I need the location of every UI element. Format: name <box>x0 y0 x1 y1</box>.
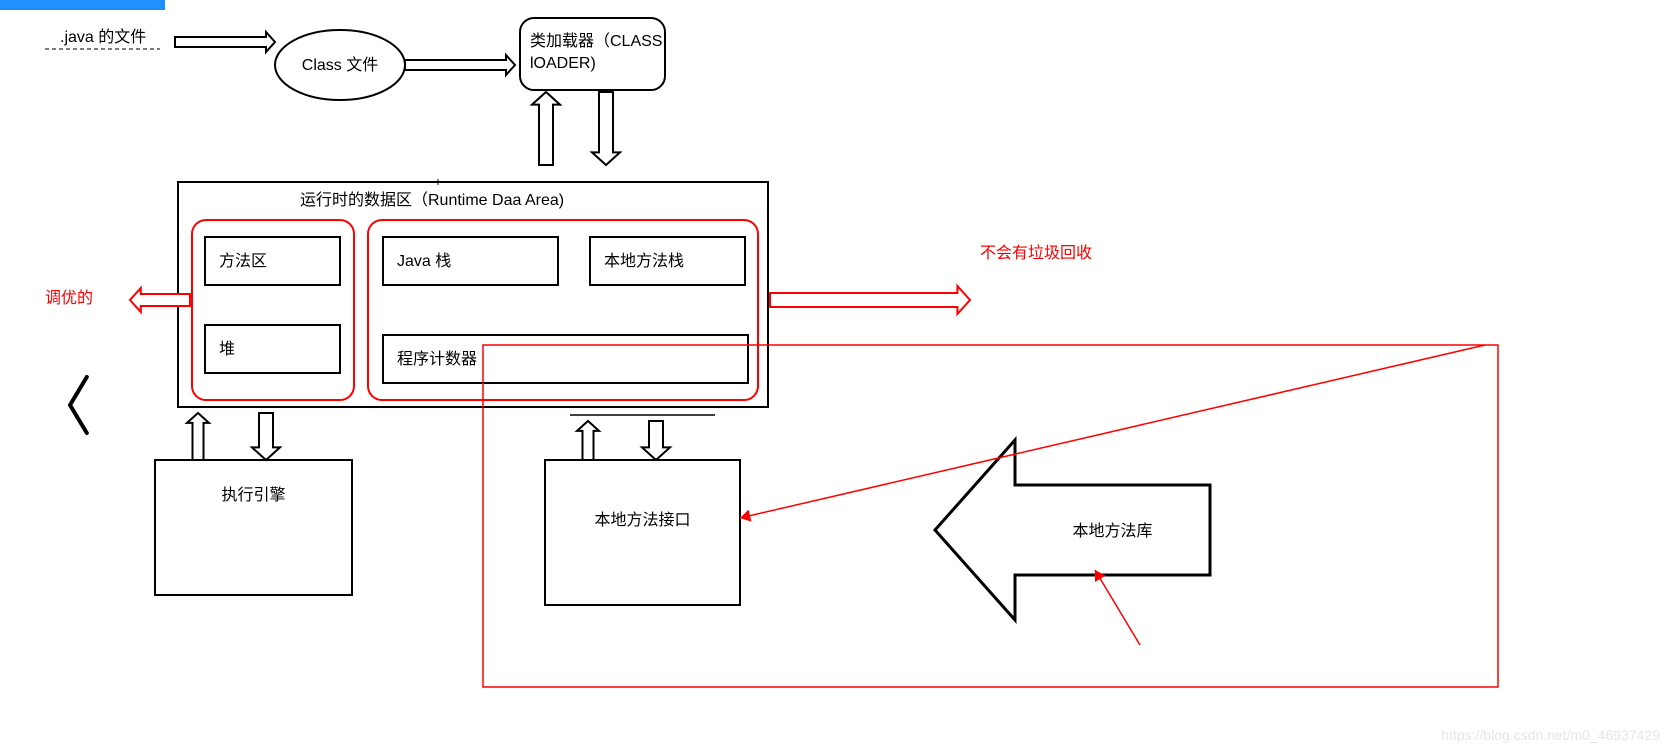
no-gc-label: 不会有垃圾回收 <box>980 244 1092 262</box>
block-arrow <box>405 55 515 75</box>
block-arrow <box>175 32 275 52</box>
class-file-label: Class 文件 <box>302 56 378 74</box>
top-accent-bar <box>0 0 165 10</box>
watermark: https://blog.csdn.net/m0_46937429 <box>1441 727 1660 743</box>
native-lib-label: 本地方法库 <box>1072 522 1152 540</box>
pc-register-box-label: 程序计数器 <box>397 350 477 368</box>
method-area-box-label: 方法区 <box>219 252 267 270</box>
exec-engine-box <box>155 460 352 595</box>
block-arrow-up <box>187 413 209 460</box>
block-arrow <box>770 286 970 314</box>
class-loader-node <box>520 18 665 90</box>
chevron-left-icon[interactable] <box>70 377 87 433</box>
exec-engine-label: 执行引擎 <box>221 486 285 504</box>
class-loader-label-1: 类加载器（CLASS <box>530 32 662 50</box>
heap-box-label: 堆 <box>219 340 235 358</box>
tuning-label: 调优的 <box>45 289 93 307</box>
block-arrow-down <box>252 413 280 460</box>
native-stack-box-label: 本地方法栈 <box>604 252 684 270</box>
block-arrow-up <box>577 421 599 460</box>
java-file-label: .java 的文件 <box>60 28 146 46</box>
native-iface-label: 本地方法接口 <box>594 511 690 529</box>
block-arrow-up <box>532 92 560 165</box>
native-iface-box <box>545 460 740 605</box>
block-arrow-down <box>642 421 670 460</box>
java-stack-box-label: Java 栈 <box>397 252 451 270</box>
runtime-area-title: 运行时的数据区（Runtime Daa Area) <box>300 191 564 209</box>
block-arrow-down <box>592 92 620 165</box>
class-loader-label-2: lOADER) <box>530 55 596 72</box>
